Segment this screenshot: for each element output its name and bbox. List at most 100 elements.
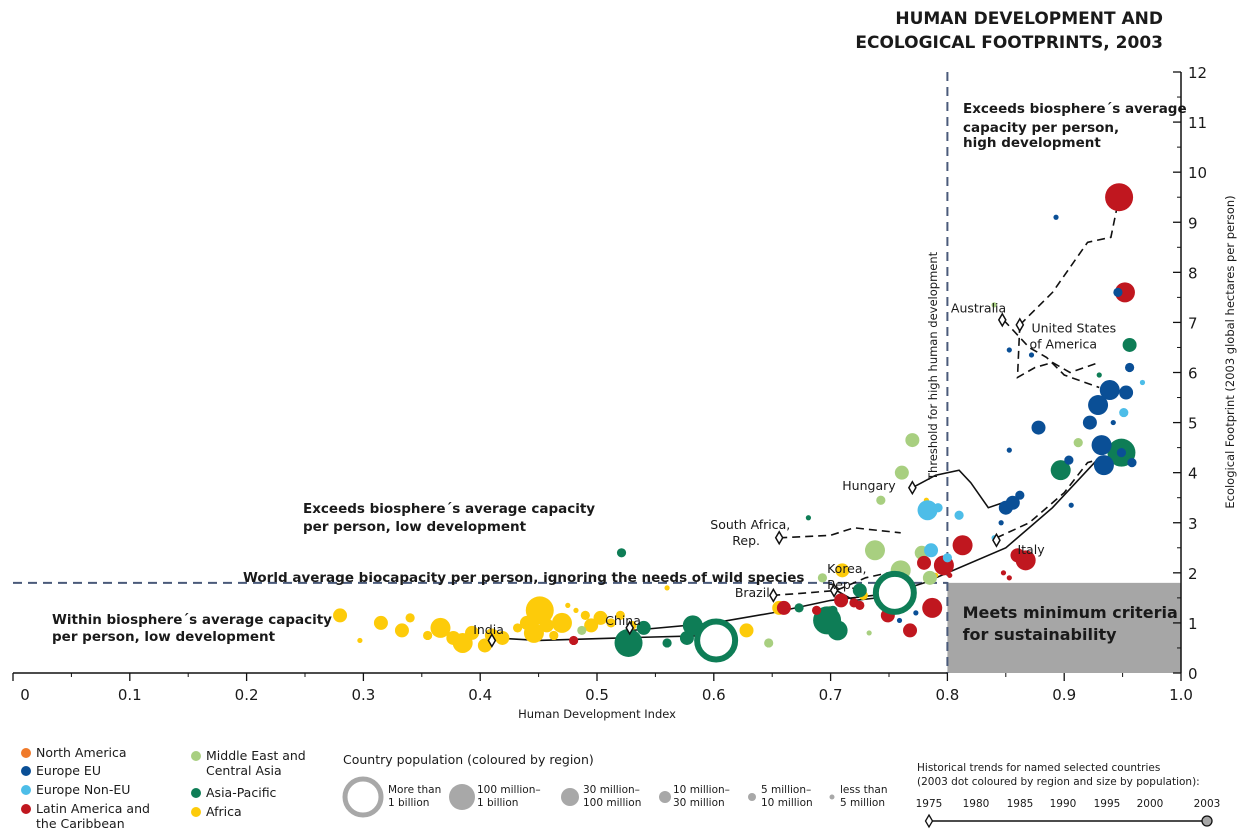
data-point — [828, 605, 838, 615]
x-tick-label: 0.7 — [819, 686, 843, 704]
data-point — [357, 637, 363, 644]
x-tick-label: 1.0 — [1169, 686, 1193, 704]
y-tick-label: 8 — [1188, 264, 1198, 282]
legend-dot — [191, 751, 201, 761]
trend-start-marker — [907, 480, 917, 496]
legend-dot — [21, 804, 31, 814]
data-point — [1073, 438, 1083, 448]
x-tick-label: 0.4 — [468, 686, 492, 704]
data-point — [1005, 495, 1020, 510]
legend-dot — [191, 807, 201, 817]
data-point — [896, 617, 903, 624]
population-legend-symbol — [659, 791, 671, 803]
data-point — [924, 543, 939, 558]
legend-label: Asia-Pacific — [206, 785, 277, 800]
data-point — [580, 610, 590, 621]
data-point — [1015, 550, 1036, 571]
trend-line — [1002, 319, 1100, 389]
data-point — [584, 618, 599, 633]
population-legend-label: 1 billion — [477, 797, 518, 809]
trend-legend-year: 2003 — [1194, 798, 1221, 810]
country-label-hungary: Hungary — [842, 478, 896, 493]
population-legend-label: More than — [388, 784, 441, 796]
data-point — [573, 607, 579, 613]
data-point — [1139, 379, 1146, 386]
data-point — [539, 618, 554, 633]
legend-dot — [21, 748, 31, 758]
data-point — [894, 465, 909, 480]
trend-start-marker — [625, 620, 635, 636]
exceeds-low-label: Exceeds biosphere´s average capacity — [303, 501, 595, 517]
country-label-australia: Australia — [951, 300, 1006, 315]
legend-label: Europe EU — [36, 763, 101, 778]
population-legend-label: 30 million — [673, 797, 725, 809]
within-low-label: per person, low development — [52, 629, 276, 645]
legend-label: Europe Non-EU — [36, 782, 130, 797]
country-label-korea: Korea, — [827, 561, 866, 576]
data-point — [569, 635, 579, 646]
data-point — [1068, 502, 1074, 508]
trend-line — [779, 526, 901, 539]
data-point — [1122, 337, 1137, 352]
y-tick-label: 7 — [1188, 314, 1198, 332]
data-point — [917, 555, 932, 570]
population-legend-label: 5 million — [840, 797, 885, 809]
data-point — [864, 540, 885, 561]
x-tick-label: 0.8 — [935, 686, 959, 704]
y-tick-label: 9 — [1188, 214, 1198, 232]
data-point — [1028, 352, 1035, 358]
trend-start-marker — [997, 312, 1007, 328]
data-point — [917, 500, 938, 521]
data-point — [1015, 490, 1025, 500]
trend-start-marker — [768, 587, 778, 603]
data-point — [933, 503, 943, 513]
data-point — [1000, 570, 1007, 576]
meets-criteria-label: Meets minimum criteria — [963, 603, 1178, 622]
population-legend-label: 30 million– — [583, 784, 640, 796]
data-point — [495, 630, 510, 645]
y-tick-label: 10 — [1188, 164, 1207, 182]
data-point — [1064, 455, 1074, 465]
trend-legend-year: 1985 — [1007, 798, 1034, 810]
data-point — [805, 515, 812, 521]
data-point — [1093, 455, 1114, 476]
data-point — [1050, 460, 1071, 481]
legend-label: North America — [36, 745, 127, 760]
trend-line — [1019, 197, 1120, 326]
population-legend-label: less than — [840, 784, 888, 796]
data-point — [636, 620, 651, 635]
population-legend-symbol — [561, 788, 579, 806]
data-point — [423, 630, 433, 641]
legend-dot — [21, 785, 31, 795]
trend-legend-title: Historical trends for named selected cou… — [917, 762, 1160, 774]
data-point — [1119, 407, 1129, 418]
population-legend-label: 10 million– — [673, 784, 730, 796]
data-point — [577, 625, 587, 636]
data-point — [430, 617, 451, 638]
population-legend-label: 5 million– — [761, 784, 811, 796]
population-legend-symbol — [449, 784, 475, 810]
data-point — [593, 610, 608, 625]
data-point — [776, 600, 791, 615]
data-point — [1053, 214, 1059, 220]
sustainability-box — [947, 582, 1181, 673]
data-point — [405, 613, 415, 623]
world-average-label: World average biocapacity per person, ig… — [243, 570, 804, 586]
x-tick-label: 0.1 — [118, 686, 142, 704]
data-point — [477, 638, 492, 653]
population-ring — [872, 570, 917, 615]
data-point — [922, 597, 943, 618]
trend-legend-year: 2000 — [1137, 798, 1164, 810]
legend-label: the Caribbean — [36, 816, 125, 831]
exceeds-high-label: Exceeds biosphere´s average — [963, 101, 1187, 117]
country-label-china: China — [605, 613, 641, 628]
data-point — [922, 570, 937, 585]
chart-title-line-1: HUMAN DEVELOPMENT AND — [895, 9, 1163, 29]
y-tick-label: 0 — [1188, 665, 1198, 683]
y-tick-label: 2 — [1188, 565, 1198, 583]
data-point — [1105, 183, 1134, 212]
data-point — [394, 623, 409, 638]
data-point — [1113, 287, 1123, 297]
exceeds-high-label: capacity per person, — [963, 120, 1119, 136]
